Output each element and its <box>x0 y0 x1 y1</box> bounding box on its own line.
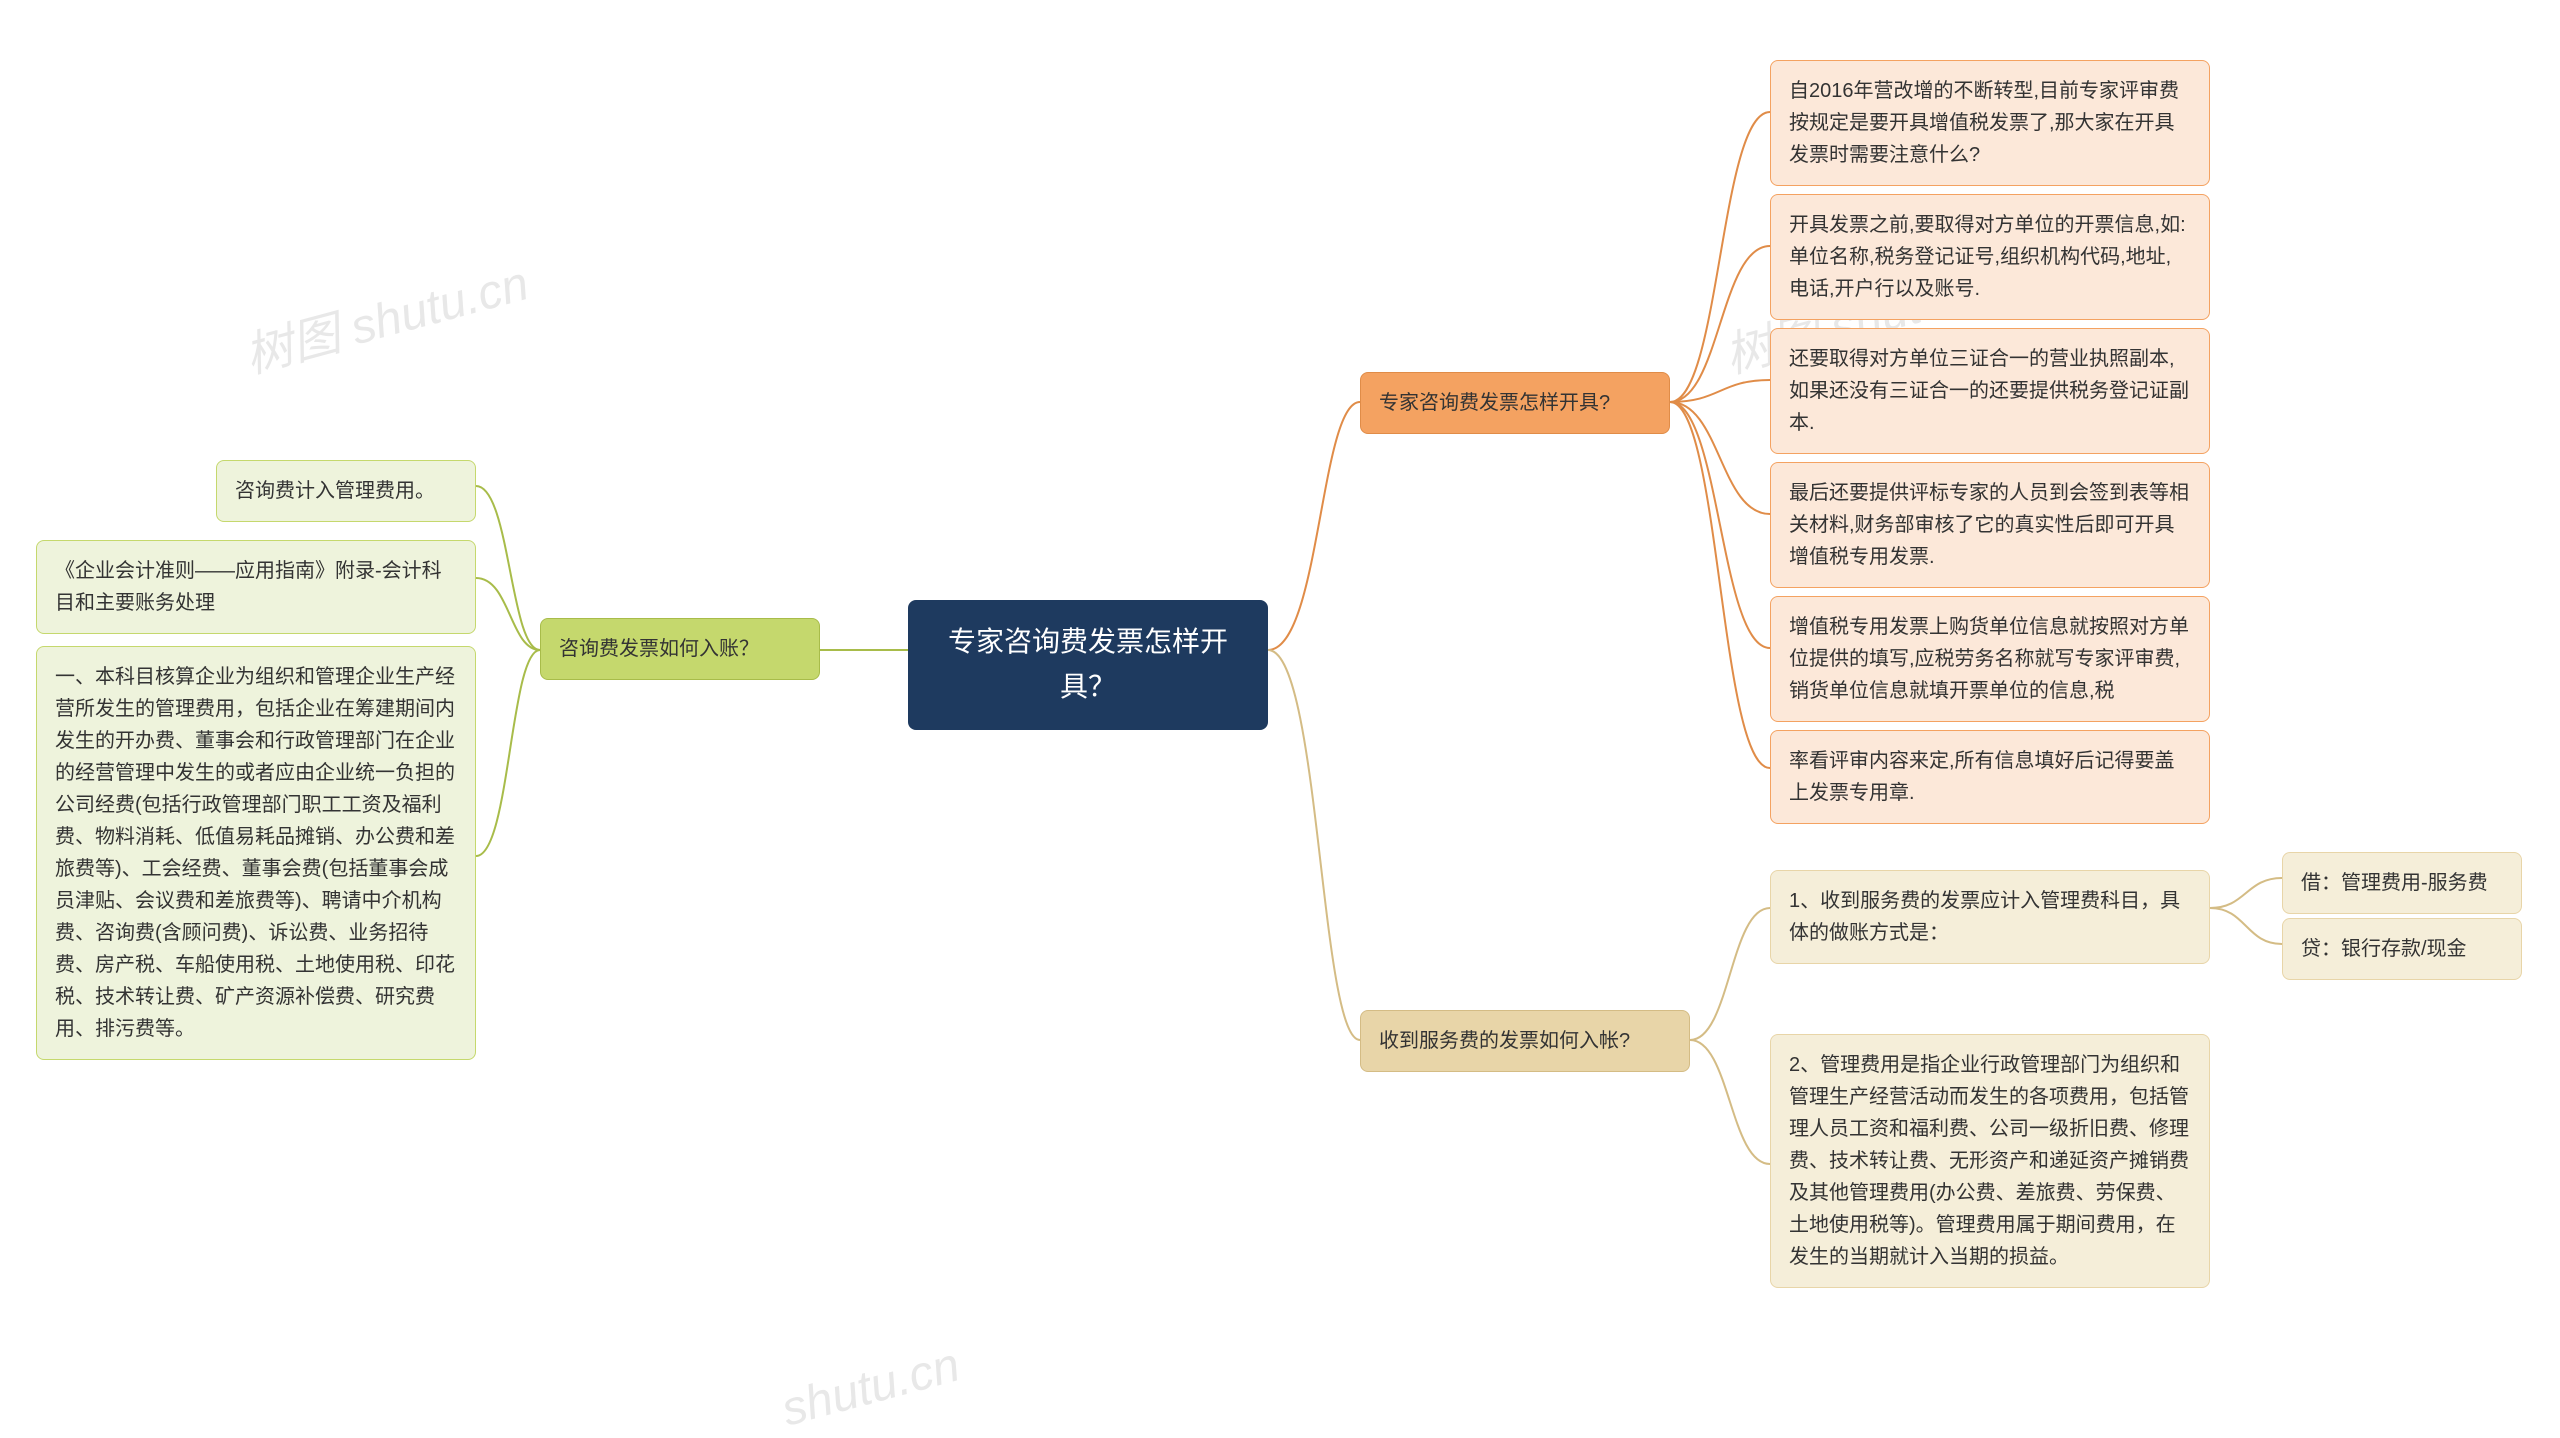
right-top-leaf-3[interactable]: 最后还要提供评标专家的人员到会签到表等相关材料,财务部审核了它的真实性后即可开具… <box>1770 462 2210 588</box>
right-top-branch[interactable]: 专家咨询费发票怎样开具? <box>1360 372 1670 434</box>
right-top-leaf-1[interactable]: 开具发票之前,要取得对方单位的开票信息,如:单位名称,税务登记证号,组织机构代码… <box>1770 194 2210 320</box>
left-leaf-2[interactable]: 一、本科目核算企业为组织和管理企业生产经营所发生的管理费用，包括企业在筹建期间内… <box>36 646 476 1060</box>
right-bottom-subleaf-0[interactable]: 借：管理费用-服务费 <box>2282 852 2522 914</box>
right-bottom-branch[interactable]: 收到服务费的发票如何入帐? <box>1360 1010 1690 1072</box>
right-top-leaf-5[interactable]: 率看评审内容来定,所有信息填好后记得要盖上发票专用章. <box>1770 730 2210 824</box>
left-leaf-1[interactable]: 《企业会计准则——应用指南》附录-会计科目和主要账务处理 <box>36 540 476 634</box>
left-branch[interactable]: 咨询费发票如何入账？ <box>540 618 820 680</box>
right-bottom-leaf-0[interactable]: 1、收到服务费的发票应计入管理费科目，具体的做账方式是： <box>1770 870 2210 964</box>
right-top-leaf-0[interactable]: 自2016年营改增的不断转型,目前专家评审费按规定是要开具增值税发票了,那大家在… <box>1770 60 2210 186</box>
root-node[interactable]: 专家咨询费发票怎样开具？ <box>908 600 1268 730</box>
right-bottom-leaf-1[interactable]: 2、管理费用是指企业行政管理部门为组织和管理生产经营活动而发生的各项费用，包括管… <box>1770 1034 2210 1288</box>
watermark-1: 树图 shutu.cn <box>236 244 535 387</box>
right-top-leaf-4[interactable]: 增值税专用发票上购货单位信息就按照对方单位提供的填写,应税劳务名称就写专家评审费… <box>1770 596 2210 722</box>
left-leaf-0[interactable]: 咨询费计入管理费用。 <box>216 460 476 522</box>
right-top-leaf-2[interactable]: 还要取得对方单位三证合一的营业执照副本,如果还没有三证合一的还要提供税务登记证副… <box>1770 328 2210 454</box>
right-bottom-subleaf-1[interactable]: 贷：银行存款/现金 <box>2282 918 2522 980</box>
watermark-3: shutu.cn <box>776 1337 966 1437</box>
